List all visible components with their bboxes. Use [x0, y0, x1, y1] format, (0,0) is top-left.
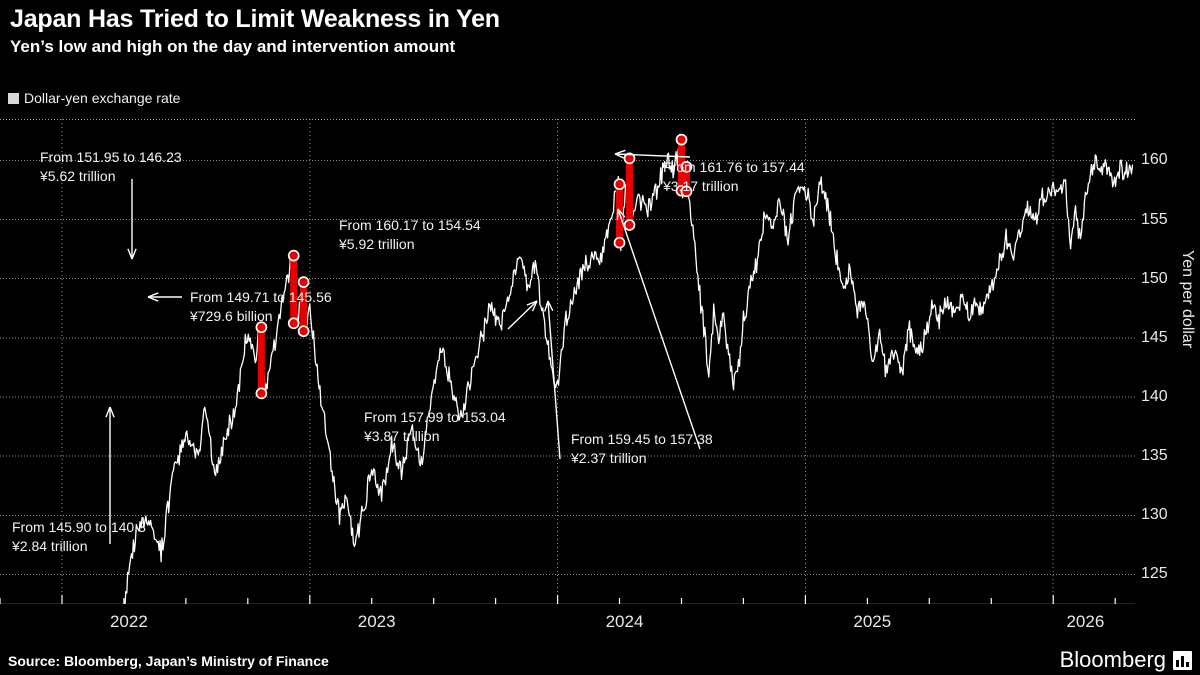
annotation-range: From 157.99 to 153.04	[364, 409, 506, 425]
leader-3-87-head	[544, 300, 549, 312]
y-axis-tick-label: 135	[1141, 447, 1168, 465]
x-axis-labels: 2022 2023 2024 2025 2026	[0, 612, 1135, 642]
annotation-range: From 149.71 to 145.56	[190, 289, 332, 305]
intervention-marker	[255, 321, 268, 334]
leader-3-17	[614, 153, 691, 158]
page-subtitle: Yen’s low and high on the day and interv…	[10, 37, 456, 56]
x-axis-tick-label: 2022	[109, 612, 148, 631]
annotation-range: From 160.17 to 154.54	[339, 217, 481, 233]
intervention-marker	[680, 185, 693, 198]
intervention-marker	[613, 236, 626, 249]
y-axis-tick-label: 160	[1141, 151, 1168, 169]
y-axis-tick-label: 125	[1141, 565, 1168, 583]
legend: Dollar-yen exchange rate	[8, 91, 180, 105]
annotation-ann-3-17: From 161.76 to 157.44 ¥3.17 trillion	[663, 158, 805, 196]
annotation-amount: ¥5.92 trillion	[339, 236, 415, 252]
legend-swatch-icon	[8, 92, 19, 104]
annotation-range: From 145.90 to 140.3	[12, 519, 146, 535]
chart-header: Japan Has Tried to Limit Weakness in Yen…	[10, 4, 1190, 58]
y-axis-tick-label: 130	[1141, 506, 1168, 524]
annotation-ann-3-87: From 157.99 to 153.04 ¥3.87 trillion	[364, 408, 506, 446]
leader-5-92-head	[526, 300, 538, 306]
annotation-range: From 159.45 to 157.38	[571, 431, 713, 447]
leader-2-37-head	[616, 208, 619, 221]
annotation-ann-2-84: From 145.90 to 140.3 ¥2.84 trillion	[12, 518, 146, 556]
intervention-marker	[287, 249, 300, 262]
annotation-ann-729-6: From 149.71 to 145.56 ¥729.6 billion	[190, 288, 332, 326]
leader-729-6-head	[147, 296, 159, 302]
bloomberg-brand: Bloomberg	[1060, 649, 1192, 671]
legend-label: Dollar-yen exchange rate	[24, 90, 181, 106]
x-axis-tick-label: 2026	[1066, 612, 1105, 631]
leader-2-37	[617, 208, 701, 450]
plot-background	[0, 119, 1135, 604]
annotation-amount: ¥2.37 trillion	[571, 450, 647, 466]
annotation-amount: ¥3.87 trillion	[364, 428, 440, 444]
y-axis-tick-label: 145	[1141, 328, 1168, 346]
y-axis-labels: 125 130 135 140 145 150 155 160	[1141, 119, 1200, 604]
y-axis-tick-label: 140	[1141, 388, 1168, 405]
leader-5-62-head	[127, 248, 133, 260]
leader-5-92	[507, 300, 538, 330]
bloomberg-bars-icon	[1173, 650, 1192, 670]
price-line	[124, 136, 1134, 604]
leader-2-84-head	[109, 406, 115, 418]
x-axis-tick-label: 2023	[357, 612, 396, 631]
chart-footer: Source: Bloomberg, Japan’s Ministry of F…	[0, 643, 1200, 675]
annotation-ann-2-37: From 159.45 to 157.38 ¥2.37 trillion	[571, 430, 713, 468]
plot-area	[0, 119, 1135, 604]
leader-2-84-head	[105, 406, 111, 418]
x-axis-tick-label: 2024	[605, 612, 644, 631]
intervention-marker	[287, 317, 300, 330]
leader-3-87-head	[547, 300, 554, 312]
annotation-range: From 151.95 to 146.23	[40, 149, 182, 165]
leader-3-17-head	[614, 149, 626, 155]
annotation-ann-5-62: From 151.95 to 146.23 ¥5.62 trillion	[40, 148, 182, 186]
leader-2-37-head	[617, 208, 626, 218]
annotation-amount: ¥2.84 trillion	[12, 538, 88, 554]
annotation-range: From 161.76 to 157.44	[663, 159, 805, 175]
annotation-ann-5-92: From 160.17 to 154.54 ¥5.92 trillion	[339, 216, 481, 254]
chart-svg	[0, 119, 1135, 604]
intervention-marker	[613, 178, 626, 191]
annotation-amount: ¥5.62 trillion	[40, 168, 116, 184]
y-axis-tick-label: 155	[1141, 210, 1168, 228]
leader-5-62-head	[131, 248, 137, 260]
intervention-marker	[297, 325, 310, 338]
intervention-marker	[680, 161, 693, 173]
page-title: Japan Has Tried to Limit Weakness in Yen	[10, 5, 500, 33]
annotation-amount: ¥3.17 trillion	[663, 178, 739, 194]
x-axis-tick-label: 2025	[853, 612, 892, 631]
y-axis-tick-label: 150	[1141, 269, 1168, 287]
intervention-marker	[675, 133, 688, 146]
leader-3-17-head	[614, 153, 626, 160]
annotation-amount: ¥729.6 billion	[190, 308, 273, 324]
intervention-marker	[297, 276, 310, 288]
leader-729-6-head	[147, 292, 159, 298]
intervention-marker	[255, 387, 268, 400]
source-note: Source: Bloomberg, Japan’s Ministry of F…	[8, 653, 329, 669]
intervention-marker	[623, 219, 636, 231]
y-axis-title: Yen per dollar	[1179, 250, 1196, 349]
leader-3-87	[547, 300, 561, 460]
brand-name: Bloomberg	[1059, 647, 1166, 672]
leader-5-92-head	[531, 300, 538, 312]
